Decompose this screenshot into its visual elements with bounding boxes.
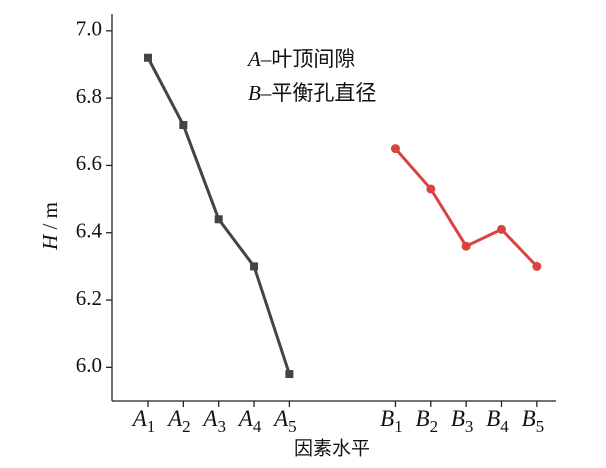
annotation: A–叶顶间隙 (246, 47, 355, 71)
marker (179, 121, 188, 130)
x-tick-label: A4 (237, 406, 262, 436)
y-tick-label: 6.4 (76, 219, 103, 243)
x-tick-label: B5 (522, 406, 545, 436)
marker (214, 215, 223, 224)
x-tick-label: A2 (166, 406, 191, 436)
y-axis-label: H / m (38, 202, 62, 251)
x-tick-label: B1 (380, 406, 403, 436)
marker (461, 241, 471, 251)
x-tick-label: A1 (131, 406, 156, 436)
y-tick-label: 6.8 (76, 84, 102, 108)
x-tick-label: A5 (272, 406, 297, 436)
x-tick-label: B2 (416, 406, 439, 436)
annotation: B–平衡孔直径 (248, 81, 376, 105)
x-tick-label: B3 (451, 406, 474, 436)
marker (532, 261, 542, 271)
marker (390, 144, 400, 154)
y-tick-label: 7.0 (76, 17, 102, 41)
y-tick-label: 6.2 (76, 286, 102, 310)
y-tick-label: 6.0 (76, 353, 102, 377)
y-tick-label: 6.6 (76, 151, 102, 175)
marker (144, 53, 152, 62)
x-tick-label: A3 (201, 406, 226, 436)
marker (426, 184, 436, 194)
x-axis-label: 因素水平 (294, 437, 370, 459)
marker (285, 370, 294, 379)
x-tick-label: B4 (486, 406, 509, 436)
marker (497, 224, 506, 234)
marker (250, 262, 259, 271)
